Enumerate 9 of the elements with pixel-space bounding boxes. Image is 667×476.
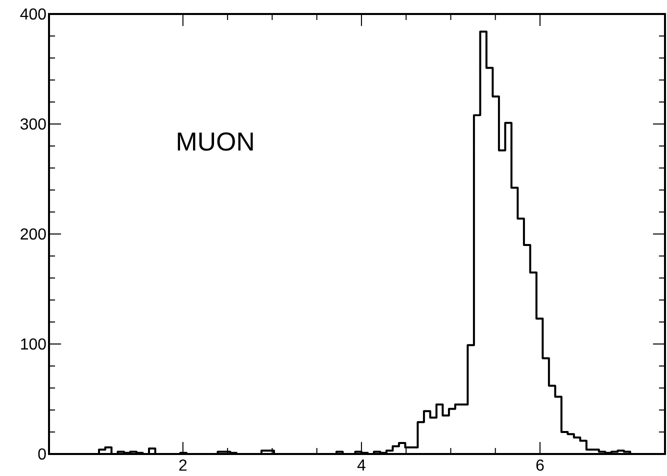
x-tick-label: 2: [179, 460, 187, 471]
y-tick-label: 0: [38, 448, 46, 460]
y-tick-label: 100: [21, 338, 46, 350]
x-tick-label: 6: [536, 460, 544, 471]
y-tick-label: 400: [20, 8, 46, 20]
y-tick-label: 300: [20, 118, 46, 130]
x-tick-label: 4: [357, 460, 366, 470]
y-tick-label: 200: [20, 228, 46, 240]
annotation: MUON: [178, 132, 253, 151]
